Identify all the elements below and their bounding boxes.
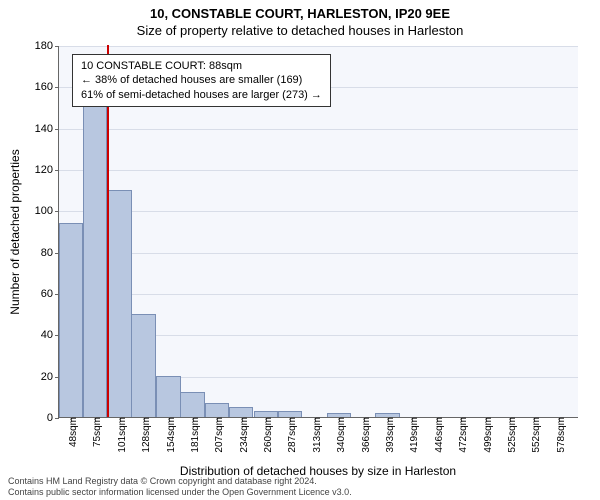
ytick-label: 140 — [35, 123, 59, 135]
xtick-label: 101sqm — [114, 417, 128, 453]
xtick-label: 234sqm — [236, 417, 250, 453]
histogram-bar — [59, 223, 83, 417]
gridline — [59, 211, 578, 212]
xtick-label: 181sqm — [187, 417, 201, 453]
footer-attribution: Contains HM Land Registry data © Crown c… — [8, 476, 592, 499]
xtick-label: 48sqm — [65, 417, 79, 447]
histogram-bar — [131, 314, 155, 417]
annotation-line-1: 10 CONSTABLE COURT: 88sqm — [81, 59, 322, 73]
xtick-label: 154sqm — [163, 417, 177, 453]
histogram-bar — [156, 376, 180, 417]
gridline — [59, 294, 578, 295]
ytick-label: 120 — [35, 164, 59, 176]
ytick-label: 20 — [41, 371, 59, 383]
xtick-label: 260sqm — [260, 417, 274, 453]
histogram-bar — [229, 407, 253, 417]
xtick-label: 525sqm — [504, 417, 518, 453]
xtick-label: 393sqm — [382, 417, 396, 453]
xtick-label: 287sqm — [284, 417, 298, 453]
xtick-label: 340sqm — [333, 417, 347, 453]
ytick-label: 0 — [47, 412, 59, 424]
annotation-line-3: 61% of semi-detached houses are larger (… — [81, 88, 322, 102]
xtick-label: 472sqm — [455, 417, 469, 453]
ytick-label: 180 — [35, 40, 59, 52]
ytick-label: 160 — [35, 81, 59, 93]
xtick-label: 552sqm — [528, 417, 542, 453]
annotation-line-2: ← 38% of detached houses are smaller (16… — [81, 73, 322, 87]
ytick-label: 100 — [35, 205, 59, 217]
xtick-label: 313sqm — [309, 417, 323, 453]
ytick-label: 80 — [41, 247, 59, 259]
chart-title-sub: Size of property relative to detached ho… — [0, 21, 600, 38]
annotation-box: 10 CONSTABLE COURT: 88sqm ← 38% of detac… — [72, 54, 331, 107]
xtick-label: 446sqm — [431, 417, 445, 453]
histogram-bar — [83, 97, 107, 417]
ytick-label: 40 — [41, 329, 59, 341]
xtick-label: 128sqm — [138, 417, 152, 453]
gridline — [59, 129, 578, 130]
property-size-chart: 10, CONSTABLE COURT, HARLESTON, IP20 9EE… — [0, 0, 600, 500]
footer-line-2: Contains public sector information licen… — [8, 487, 592, 498]
gridline — [59, 46, 578, 47]
ytick-label: 60 — [41, 288, 59, 300]
histogram-bar — [180, 392, 204, 417]
chart-title-main: 10, CONSTABLE COURT, HARLESTON, IP20 9EE — [0, 0, 600, 21]
xtick-label: 366sqm — [358, 417, 372, 453]
histogram-bar — [108, 190, 132, 417]
y-axis-label: Number of detached properties — [8, 46, 22, 418]
gridline — [59, 170, 578, 171]
xtick-label: 499sqm — [480, 417, 494, 453]
xtick-label: 75sqm — [89, 417, 103, 447]
xtick-label: 419sqm — [406, 417, 420, 453]
gridline — [59, 253, 578, 254]
xtick-label: 578sqm — [553, 417, 567, 453]
xtick-label: 207sqm — [211, 417, 225, 453]
footer-line-1: Contains HM Land Registry data © Crown c… — [8, 476, 592, 487]
histogram-bar — [205, 403, 229, 417]
